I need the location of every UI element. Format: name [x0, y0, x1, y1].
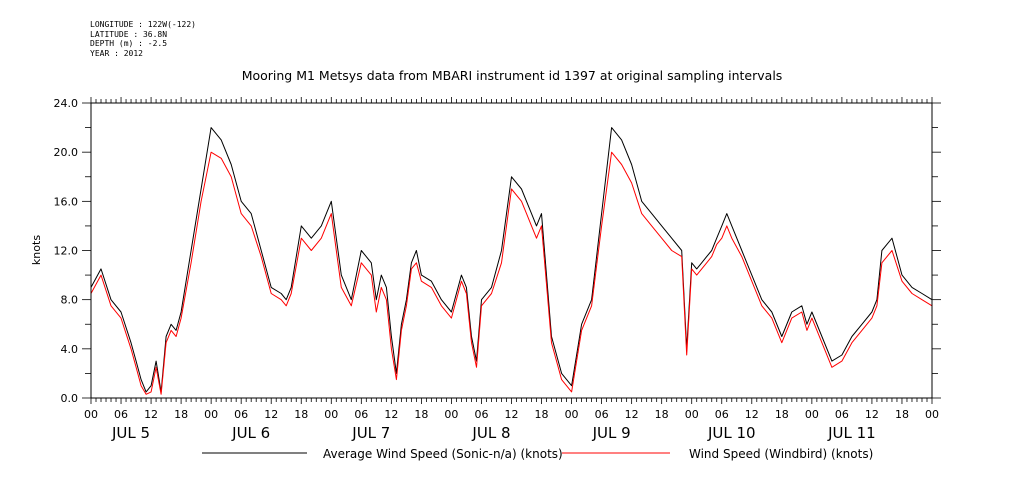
x-tick-label: 00 — [925, 408, 939, 421]
y-tick-label: 0.0 — [61, 392, 79, 405]
x-tick-label: 00 — [805, 408, 819, 421]
day-label: JUL 6 — [231, 424, 270, 442]
x-tick-label: 12 — [144, 408, 158, 421]
x-tick-label: 18 — [174, 408, 188, 421]
y-axis-label: knots — [30, 235, 43, 265]
x-tick-label: 00 — [565, 408, 579, 421]
series-average-wind-speed — [90, 127, 933, 393]
x-tick-label: 12 — [384, 408, 398, 421]
x-tick-label: 00 — [685, 408, 699, 421]
x-tick-label: 00 — [204, 408, 218, 421]
x-tick-label: 18 — [294, 408, 308, 421]
series-layer — [90, 127, 933, 395]
x-tick-labels: 00 06 12 18 00 06 12 18 00 06 12 18 00 06 12 18 00 06 12 18… — [84, 408, 939, 421]
x-tick-label: 06 — [354, 408, 368, 421]
x-tick-label: 06 — [234, 408, 248, 421]
day-label: JUL 5 — [111, 424, 150, 442]
x-tick-label: 12 — [505, 408, 519, 421]
day-label: JUL 7 — [351, 424, 390, 442]
y-tick-label: 16.0 — [54, 195, 79, 208]
year-text: YEAR : 2012 — [90, 48, 143, 58]
x-tick-label: 12 — [625, 408, 639, 421]
depth-text: DEPTH (m) : -2.5 — [90, 39, 168, 48]
y-tick-label: 12.0 — [54, 245, 79, 258]
chart-title: Mooring M1 Metsys data from MBARI instru… — [242, 68, 783, 83]
y-tick-label: 24.0 — [54, 97, 79, 110]
day-label: JUL 9 — [592, 424, 631, 442]
x-tick-label: 00 — [444, 408, 458, 421]
day-labels: JUL 5 JUL 6 JUL 7 JUL 8 JUL 9 JUL 10 JUL 11 — [111, 424, 876, 442]
legend-label-average: Average Wind Speed (Sonic-n/a) (knots) — [323, 447, 563, 461]
day-label: JUL 11 — [827, 424, 876, 442]
x-tick-label: 18 — [655, 408, 669, 421]
x-tick-label: 00 — [324, 408, 338, 421]
y-tick-labels: 0.0 4.0 8.0 12.0 16.0 20.0 24.0 — [54, 97, 79, 405]
x-tick-label: 12 — [865, 408, 879, 421]
series-windbird-wind-speed — [90, 151, 933, 395]
x-tick-label: 18 — [535, 408, 549, 421]
day-label: JUL 10 — [707, 424, 756, 442]
axis-ticks — [82, 97, 941, 404]
x-tick-label: 18 — [775, 408, 789, 421]
x-tick-label: 06 — [474, 408, 488, 421]
legend-label-windbird: Wind Speed (Windbird) (knots) — [689, 447, 873, 461]
x-tick-label: 18 — [414, 408, 428, 421]
x-tick-label: 12 — [745, 408, 759, 421]
location-metadata: LONGITUDE : 122W(-122) LATITUDE : 36.8N … — [90, 20, 196, 58]
x-tick-label: 06 — [715, 408, 729, 421]
y-tick-label: 8.0 — [61, 294, 79, 307]
legend: Average Wind Speed (Sonic-n/a) (knots) W… — [202, 447, 873, 461]
x-tick-label: 06 — [114, 408, 128, 421]
plot-frame — [90, 102, 933, 399]
day-label: JUL 8 — [471, 424, 510, 442]
y-tick-label: 20.0 — [54, 146, 79, 159]
x-tick-label: 00 — [84, 408, 98, 421]
x-tick-label: 18 — [895, 408, 909, 421]
longitude-text: LONGITUDE : 122W(-122) — [90, 20, 196, 29]
x-tick-label: 06 — [595, 408, 609, 421]
x-tick-label: 06 — [835, 408, 849, 421]
latitude-text: LATITUDE : 36.8N — [90, 29, 168, 39]
x-tick-label: 12 — [264, 408, 278, 421]
y-tick-label: 4.0 — [61, 343, 79, 356]
